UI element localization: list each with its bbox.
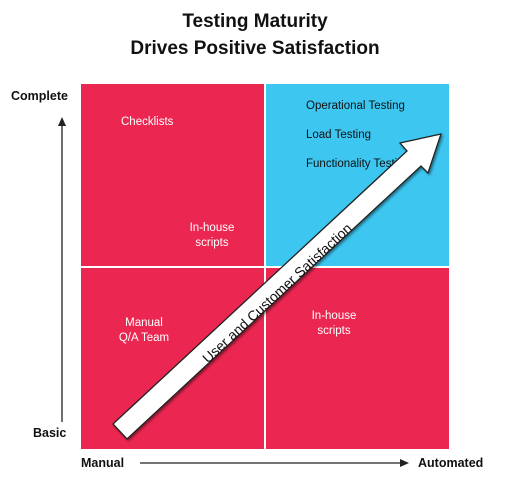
y-axis-arrow — [58, 117, 66, 422]
y-axis-label-basic: Basic — [33, 426, 67, 440]
x-axis-arrow — [140, 459, 409, 467]
quadrant-top-left — [81, 84, 264, 266]
quadrant-top-left-item-checklists: Checklists — [121, 116, 174, 128]
y-axis-label-complete: Complete — [11, 89, 68, 103]
quadrant-top-left-item-inhouse-line2: scripts — [195, 237, 229, 249]
satisfaction-arrow-label: User and Customer Satisfaction — [199, 220, 355, 366]
quadrant-top-left-item-inhouse-line1: In-house — [189, 222, 235, 234]
quadrant-bottom-right-item-line2: scripts — [317, 325, 351, 337]
title-line-2: Drives Positive Satisfaction — [130, 38, 380, 59]
quadrant-top-right-item-functionality: Functionality Testing — [306, 158, 410, 170]
satisfaction-arrow — [112, 133, 442, 440]
quadrant-bottom-right-item-inhouse-scripts: In-house scripts — [302, 309, 366, 339]
x-axis-label-automated: Automated — [418, 456, 484, 470]
quadrant-top-right-item-load: Load Testing — [306, 129, 372, 141]
quadrant-bottom-left-item-line2: Q/A Team — [118, 332, 170, 344]
title-line-1: Testing Maturity — [182, 11, 328, 32]
quadrant-top-right — [266, 84, 449, 266]
quadrant-bottom-left — [81, 268, 264, 449]
quadrant-bottom-right — [266, 268, 449, 449]
quadrant-bottom-left-item-manual-qa: Manual Q/A Team — [114, 316, 174, 346]
quadrant-bottom-right-item-line1: In-house — [311, 310, 357, 322]
quadrant-bottom-left-item-line1: Manual — [125, 317, 163, 329]
x-axis-label-manual: Manual — [81, 456, 125, 470]
quadrant-top-right-item-operational: Operational Testing — [306, 100, 405, 112]
quadrant-top-left-item-inhouse-scripts: In-house scripts — [180, 221, 244, 251]
